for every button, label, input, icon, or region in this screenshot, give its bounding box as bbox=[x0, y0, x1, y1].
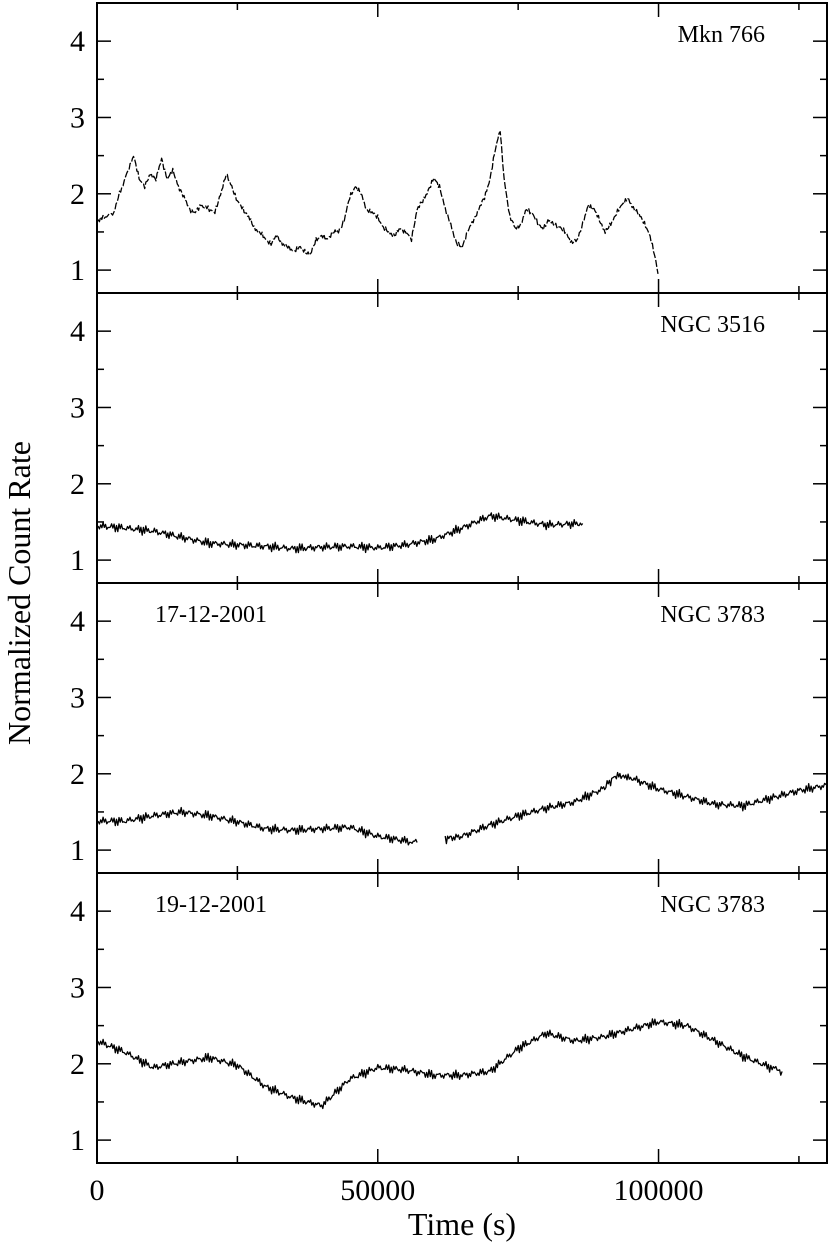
x-tick-label: 100000 bbox=[614, 1174, 704, 1207]
y-tick-label: 1 bbox=[70, 254, 85, 287]
y-tick-label: 4 bbox=[70, 315, 85, 348]
panel-source-label: NGC 3783 bbox=[660, 602, 765, 628]
y-tick-label: 3 bbox=[70, 101, 85, 134]
y-tick-label: 2 bbox=[70, 178, 85, 211]
series-line bbox=[444, 771, 828, 845]
panels-group: 1 2 3 4 Mkn 766 1 2 3 4 NGC 3516 1 2 3 4 NGC 3783 17-12… bbox=[70, 2, 828, 1164]
x-tick-label: 0 bbox=[90, 1174, 105, 1207]
y-tick-label: 2 bbox=[70, 1048, 85, 1081]
x-tick-label: 50000 bbox=[340, 1174, 415, 1207]
series-line bbox=[96, 1018, 783, 1110]
panel-source-label: Mkn 766 bbox=[678, 22, 765, 48]
panel-1: 1 2 3 4 Mkn 766 bbox=[70, 2, 828, 294]
y-tick-label: 1 bbox=[70, 834, 85, 867]
y-tick-label: 3 bbox=[70, 971, 85, 1004]
y-tick-label: 3 bbox=[70, 391, 85, 424]
x-axis-title: Time (s) bbox=[408, 1206, 516, 1242]
panel-date-label: 17-12-2001 bbox=[155, 602, 267, 628]
panel-source-label: NGC 3516 bbox=[660, 312, 765, 338]
series-line bbox=[96, 131, 659, 275]
y-tick-label: 3 bbox=[70, 681, 85, 714]
y-tick-label: 1 bbox=[70, 544, 85, 577]
x-axis: 0 50000 100000 bbox=[90, 1174, 704, 1207]
y-tick-label: 4 bbox=[70, 25, 85, 58]
y-tick-label: 1 bbox=[70, 1124, 85, 1157]
panel-2: 1 2 3 4 NGC 3516 bbox=[70, 292, 828, 584]
y-tick-label: 4 bbox=[70, 895, 85, 928]
panel-source-label: NGC 3783 bbox=[660, 892, 765, 918]
y-tick-label: 2 bbox=[70, 468, 85, 501]
panel-3: 1 2 3 4 NGC 3783 17-12-2001 bbox=[70, 582, 828, 874]
y-tick-label: 2 bbox=[70, 758, 85, 791]
y-axis-title: Normalized Count Rate bbox=[1, 441, 37, 745]
panel-date-label: 19-12-2001 bbox=[155, 892, 267, 918]
panel-frame bbox=[96, 872, 828, 1164]
panel-4: 1 2 3 4 NGC 3783 19-12-2001 bbox=[70, 872, 828, 1164]
series-line bbox=[96, 512, 584, 554]
y-tick-label: 4 bbox=[70, 605, 85, 638]
series-line bbox=[96, 806, 418, 846]
